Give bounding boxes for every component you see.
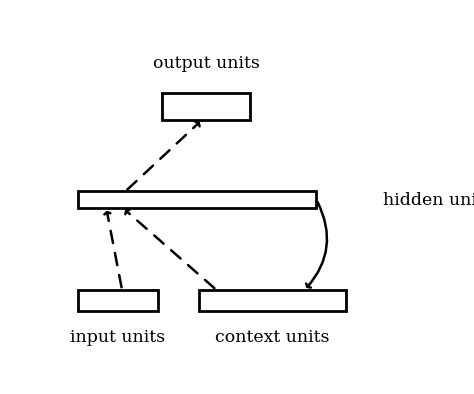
FancyBboxPatch shape — [162, 93, 250, 120]
FancyBboxPatch shape — [199, 290, 346, 311]
Text: hidden units: hidden units — [383, 192, 474, 209]
FancyBboxPatch shape — [78, 191, 317, 208]
Text: output units: output units — [153, 54, 260, 72]
Text: input units: input units — [71, 329, 165, 346]
Text: context units: context units — [215, 329, 329, 346]
FancyBboxPatch shape — [78, 290, 158, 311]
